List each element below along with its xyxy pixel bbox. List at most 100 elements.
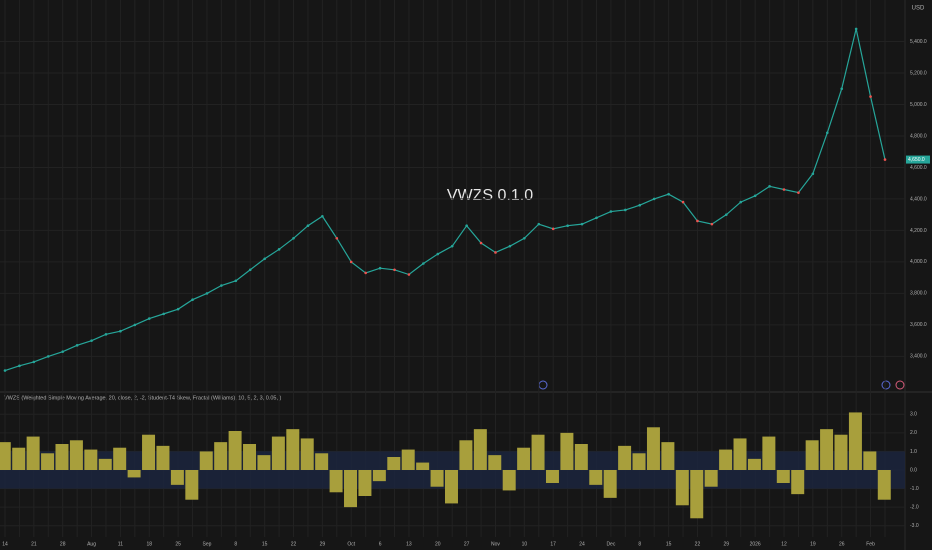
event-icon[interactable]: [881, 380, 891, 390]
histogram-bar: [416, 462, 430, 470]
y-tick-label: 4,600.0: [910, 165, 927, 171]
histogram-bar: [747, 458, 761, 470]
price-point: [768, 185, 771, 188]
histogram-bar: [41, 453, 55, 470]
histogram-bar: [199, 451, 213, 470]
x-tick-label: 8: [234, 541, 237, 547]
y-tick-label: 3,600.0: [910, 322, 927, 328]
price-point: [652, 197, 656, 201]
price-point: [696, 219, 699, 223]
histogram-bar: [762, 436, 776, 470]
histogram-bar: [315, 453, 329, 470]
price-point: [18, 364, 21, 368]
x-tick-label: Sep: [203, 541, 212, 547]
y-tick-label: 4,000.0: [910, 259, 927, 265]
x-tick-label: 22: [291, 541, 297, 547]
price-point: [147, 317, 151, 320]
price-point: [162, 312, 165, 316]
histogram-bar: [228, 431, 242, 470]
histogram-bar: [877, 470, 891, 500]
price-point: [176, 307, 180, 311]
price-point: [580, 222, 584, 226]
price-point: [90, 339, 93, 342]
price-point: [825, 131, 829, 135]
price-point: [638, 203, 642, 207]
histogram-bar: [733, 438, 747, 470]
x-tick-label: 21: [31, 541, 37, 547]
histogram-bar: [589, 470, 603, 485]
x-tick-label: 29: [724, 541, 730, 547]
x-tick-label: 19: [810, 541, 816, 547]
y-tick-label: 0.0: [910, 467, 917, 473]
histogram-bar: [574, 444, 588, 470]
y-tick-label: -2.0: [910, 504, 919, 510]
histogram-bar: [55, 444, 69, 470]
histogram-bar: [632, 453, 646, 470]
price-point: [523, 236, 526, 240]
price-point: [883, 158, 887, 161]
price-point: [46, 355, 50, 358]
last-price-label: 4,650.0: [908, 157, 925, 163]
x-tick-label: Nov: [491, 541, 500, 547]
x-tick-label: 27: [464, 541, 470, 547]
y-tick-label: 3,400.0: [910, 354, 927, 360]
x-tick-label: 29: [320, 541, 326, 547]
price-point: [450, 244, 454, 248]
x-tick-label: 28: [60, 541, 66, 547]
histogram-bar: [791, 470, 805, 495]
histogram-bar: [84, 449, 98, 470]
price-point: [725, 213, 728, 216]
y-tick-label: 5,200.0: [910, 70, 927, 76]
price-point: [277, 248, 281, 251]
x-tick-label: 10: [522, 541, 528, 547]
y-tick-label: 1.0: [910, 449, 917, 455]
histogram-bar: [560, 432, 574, 470]
price-point: [306, 224, 310, 228]
price-point: [75, 344, 79, 347]
price-point: [811, 172, 815, 176]
histogram-bar: [372, 470, 386, 482]
histogram-bar: [286, 429, 300, 470]
histogram-bar: [675, 470, 689, 506]
x-tick-label: 14: [2, 541, 8, 547]
y-tick-label: -1.0: [910, 486, 919, 492]
price-point: [869, 95, 872, 98]
last-price-box: [906, 155, 930, 164]
histogram-bar: [646, 427, 660, 470]
histogram-bar: [358, 470, 372, 496]
histogram-bar: [257, 455, 271, 470]
y-tick-label: 2.0: [910, 430, 917, 436]
histogram-bar: [863, 451, 877, 470]
price-point: [321, 214, 324, 218]
x-tick-label: Aug: [87, 541, 96, 547]
x-tick-label: 6: [379, 541, 382, 547]
price-point: [263, 257, 266, 261]
y-tick-label: 3,800.0: [910, 291, 927, 297]
histogram-bar: [344, 470, 357, 508]
price-point: [393, 268, 396, 272]
price-point: [205, 292, 209, 295]
price-point: [782, 188, 786, 191]
price-point: [479, 241, 483, 245]
histogram-bar: [98, 458, 112, 470]
price-point: [248, 268, 252, 272]
price-point: [753, 194, 757, 198]
price-point: [551, 227, 555, 231]
histogram-bar: [618, 445, 632, 470]
histogram-bar: [473, 429, 487, 470]
price-point: [710, 222, 714, 226]
histogram-bar: [848, 412, 862, 470]
price-line: [4, 28, 886, 372]
x-tick-label: 17: [550, 541, 556, 547]
x-tick-label: 20: [435, 541, 441, 547]
histogram-bar: [170, 470, 184, 485]
price-point: [854, 27, 858, 31]
histogram-bar: [401, 449, 415, 470]
price-point: [378, 266, 382, 270]
x-tick-label: 24: [579, 541, 585, 547]
y-tick-label: 4,200.0: [910, 228, 927, 234]
histogram-bar: [113, 447, 127, 470]
event-icon[interactable]: [895, 380, 905, 390]
histogram-bar: [142, 434, 156, 470]
x-tick-label: Dec: [606, 541, 615, 547]
